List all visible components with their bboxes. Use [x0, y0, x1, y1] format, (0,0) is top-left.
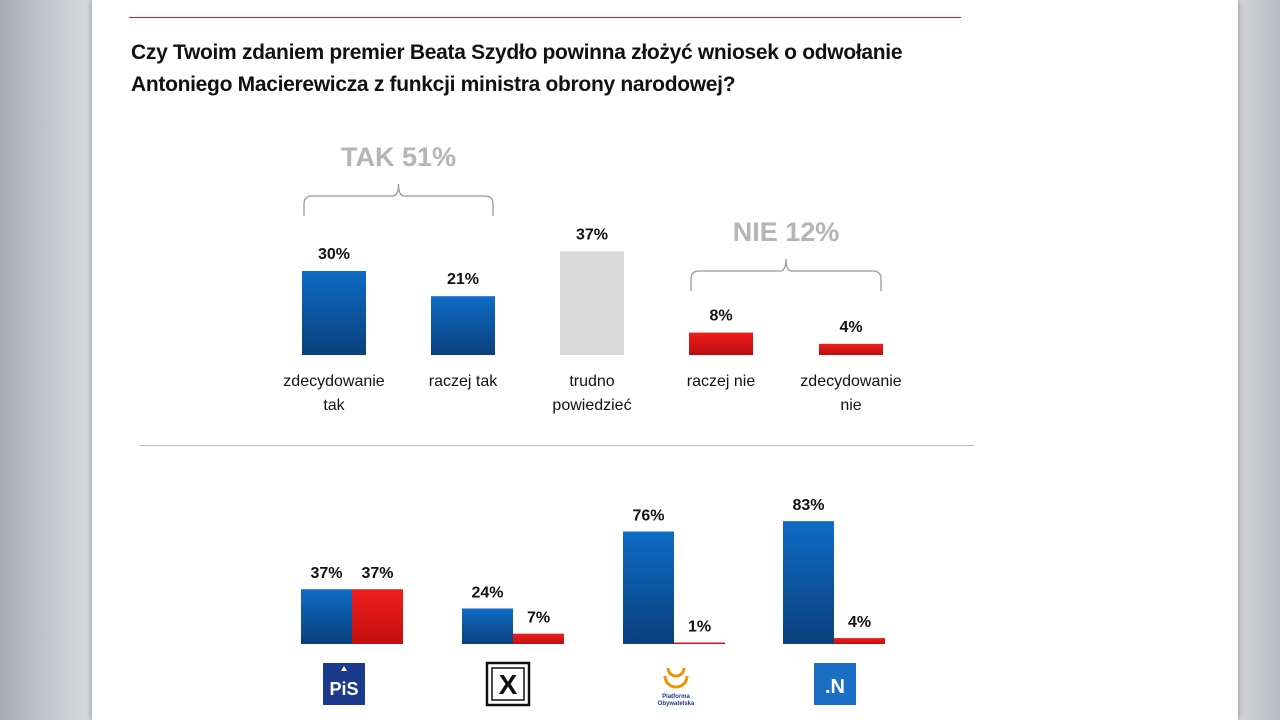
question-line-1: Czy Twoim zdaniem premier Beata Szydło p…	[131, 41, 903, 64]
category-label: raczej nie	[687, 373, 756, 390]
bar-n-nie	[834, 638, 885, 644]
bar-value-label: 83%	[792, 497, 824, 514]
bar-3	[560, 251, 624, 355]
bar-platformaobywatelska-tak	[623, 531, 674, 644]
pis-logo: PiS	[323, 663, 365, 705]
category-label-line-2: powiedzieć	[552, 397, 631, 414]
bar-platformaobywatelska-nie	[674, 642, 725, 644]
question-title: Czy Twoim zdaniem premier Beata Szydło p…	[131, 37, 1031, 101]
bar-value-label: 7%	[527, 610, 550, 627]
po-logo-line-2: Obywatelska	[658, 701, 695, 707]
bar-n-tak	[783, 521, 834, 644]
category-label: zdecydowanie	[283, 373, 385, 390]
bar-value-label: 30%	[318, 246, 350, 263]
category-label: raczej tak	[429, 373, 498, 390]
bar-value-label: 21%	[447, 271, 479, 288]
kukiz-logo: X	[485, 661, 531, 707]
bar-5	[819, 343, 883, 355]
party-answers-chart: PiS X Platforma Obywatelska .N 37% 37% 24%…	[301, 497, 885, 707]
group-label: NIE 12%	[733, 217, 840, 247]
bar-4	[689, 332, 753, 355]
overall-answers-chart: 30% zdecydowanie tak 21% raczej tak 37% trudno…	[283, 142, 902, 414]
section-divider	[140, 445, 974, 446]
bar-2	[431, 296, 495, 355]
nowoczesna-logo: .N	[814, 663, 856, 705]
kukiz-logo-text: X	[499, 669, 518, 700]
bar-value-label: 37%	[310, 565, 342, 582]
workspace-background-right	[1238, 0, 1280, 720]
category-label: zdecydowanie	[800, 373, 902, 390]
po-logo: Platforma Obywatelska	[658, 667, 695, 707]
category-label-line-2: tak	[323, 397, 345, 414]
bar-value-label: 4%	[839, 319, 862, 336]
bar-1	[302, 271, 366, 355]
top-divider	[129, 17, 961, 18]
bar-value-label: 76%	[632, 508, 664, 525]
bar-kukiz-nie	[513, 633, 564, 644]
category-label-line-2: nie	[840, 397, 861, 414]
bar-value-label: 4%	[848, 614, 871, 631]
pis-logo-text: PiS	[329, 679, 358, 699]
po-logo-line-1: Platforma	[662, 694, 690, 700]
question-line-2: Antoniego Macierewicza z funkcji ministr…	[131, 73, 736, 96]
bar-value-label: 37%	[576, 226, 608, 243]
bar-value-label: 37%	[361, 565, 393, 582]
group-label: TAK 51%	[341, 142, 456, 172]
group-bracket	[690, 258, 882, 291]
bar-kukiz-tak	[462, 608, 513, 644]
bar-value-label: 1%	[688, 619, 711, 636]
bar-pis-nie	[352, 589, 403, 644]
bar-value-label: 24%	[471, 584, 503, 601]
category-label: trudno	[569, 373, 614, 390]
slide: Czy Twoim zdaniem premier Beata Szydło p…	[92, 0, 1238, 720]
bar-pis-tak	[301, 589, 352, 644]
group-bracket	[303, 183, 494, 216]
bar-value-label: 8%	[709, 308, 732, 325]
nowoczesna-logo-text: .N	[825, 676, 845, 698]
